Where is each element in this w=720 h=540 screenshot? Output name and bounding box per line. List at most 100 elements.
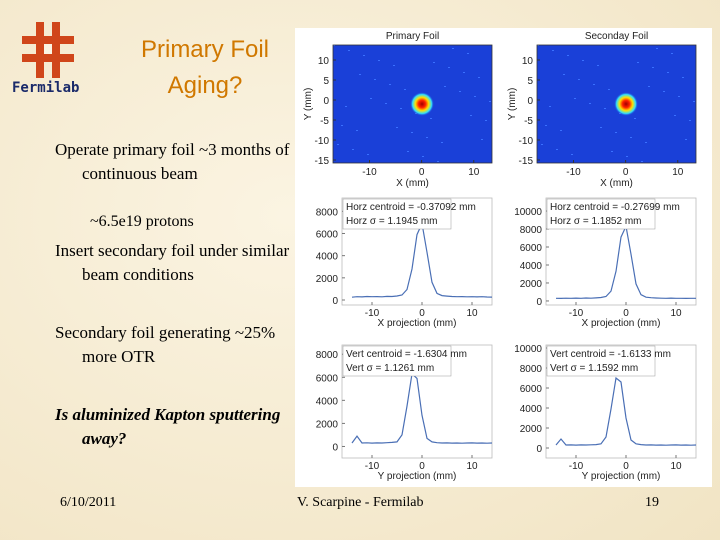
- x-axis-label: X projection (mm): [378, 318, 457, 329]
- image-noise: [437, 161, 439, 162]
- profile-line: [555, 376, 697, 446]
- image-noise: [481, 139, 483, 140]
- profile-line: [351, 372, 493, 444]
- x-tick-label: 0: [419, 167, 425, 178]
- image-noise: [485, 120, 487, 121]
- image-frame: [536, 44, 697, 164]
- x-tick-label: 0: [623, 167, 629, 178]
- image-noise: [615, 132, 617, 133]
- image-noise: [578, 79, 580, 80]
- image-noise: [693, 101, 695, 102]
- annotation: Vert σ = 1.1261 mm: [346, 363, 434, 374]
- image-noise: [404, 89, 406, 90]
- y-tick-label: 5: [527, 76, 533, 87]
- image-noise: [641, 161, 643, 162]
- plot-frame: [545, 197, 697, 306]
- image-noise: [604, 108, 606, 109]
- image-noise: [393, 65, 395, 66]
- image-noise: [652, 67, 654, 68]
- logo-mark: [22, 22, 74, 78]
- annotation-box: [546, 198, 656, 230]
- image-noise: [678, 96, 680, 97]
- image-noise: [400, 108, 402, 109]
- y-tick-label: 0: [323, 96, 329, 107]
- image-noise: [634, 118, 636, 119]
- x-tick-label: 0: [623, 308, 629, 319]
- image-noise: [407, 151, 409, 152]
- x-tick-label: 10: [466, 308, 478, 319]
- annotation: Vert centroid = -1.6304 mm: [346, 349, 467, 360]
- y-tick-label: -15: [519, 156, 534, 167]
- image-noise: [411, 132, 413, 133]
- image-noise: [422, 156, 424, 157]
- y-tick-label: 6000: [520, 384, 543, 395]
- annotation: Vert centroid = -1.6133 mm: [550, 349, 671, 360]
- sub-bullet: ~6.5e19 protons: [90, 213, 194, 230]
- x-tick-label: -10: [566, 167, 581, 178]
- y-tick-label: 6000: [520, 243, 543, 254]
- y-tick-label: 10000: [514, 344, 542, 355]
- image-noise: [345, 106, 347, 107]
- beam-spot: [410, 92, 435, 116]
- y-tick-label: 8000: [520, 364, 543, 375]
- annotation-box: [342, 198, 452, 230]
- y-axis-label: Y (mm): [303, 88, 314, 121]
- slide-title: Primary Foil Aging?: [140, 36, 269, 99]
- x-axis-label: X (mm): [396, 178, 429, 189]
- image-noise: [626, 156, 628, 157]
- y-tick-label: 8000: [316, 350, 339, 361]
- image-noise: [597, 65, 599, 66]
- page-number: 19: [645, 495, 659, 510]
- image-noise: [545, 125, 547, 126]
- image-noise: [571, 154, 573, 155]
- annotation: Horz σ = 1.1945 mm: [346, 216, 437, 227]
- image-title: Seconday Foil: [585, 31, 648, 42]
- y-tick-label: -5: [320, 116, 329, 127]
- x-tick-label: 10: [468, 167, 480, 178]
- image-noise: [671, 53, 673, 54]
- y-tick-label: -15: [315, 156, 330, 167]
- annotation-box: [342, 345, 452, 377]
- x-tick-label: -10: [569, 308, 584, 319]
- x-tick-label: 10: [672, 167, 684, 178]
- footer-author: V. Scarpine - Fermilab: [297, 495, 424, 510]
- image-noise: [674, 115, 676, 116]
- image-noise: [645, 142, 647, 143]
- bullet: Insert secondary foil under similar beam…: [55, 241, 290, 284]
- y-tick-label: 10: [318, 56, 330, 67]
- x-tick-label: -10: [362, 167, 377, 178]
- image-noise: [589, 103, 591, 104]
- image-noise: [459, 91, 461, 92]
- image-noise: [582, 60, 584, 61]
- image-noise: [637, 62, 639, 63]
- y-tick-label: 4000: [520, 404, 543, 415]
- image-noise: [682, 77, 684, 78]
- image-noise: [537, 45, 539, 46]
- image-noise: [630, 137, 632, 138]
- image-noise: [363, 55, 365, 56]
- image-noise: [441, 142, 443, 143]
- y-tick-label: 2000: [316, 274, 339, 285]
- x-tick-label: 0: [623, 461, 629, 472]
- bullet: Secondary foil generating ~25% more OTR: [55, 323, 276, 366]
- y-tick-label: 4000: [520, 261, 543, 272]
- y-tick-label: -10: [519, 136, 534, 147]
- image-noise: [563, 74, 565, 75]
- y-tick-label: 2000: [316, 419, 339, 430]
- image-noise: [474, 96, 476, 97]
- image-noise: [489, 101, 491, 102]
- x-tick-label: 10: [670, 461, 682, 472]
- image-noise: [549, 106, 551, 107]
- logo-text: Fermilab: [12, 80, 80, 96]
- image-noise: [478, 77, 480, 78]
- image-noise: [448, 67, 450, 68]
- image-noise: [444, 86, 446, 87]
- image-noise: [389, 84, 391, 85]
- y-tick-label: 10000: [514, 207, 542, 218]
- y-tick-label: 8000: [520, 225, 543, 236]
- y-tick-label: 0: [536, 297, 542, 308]
- image-noise: [333, 45, 335, 46]
- y-tick-label: 2000: [520, 279, 543, 290]
- image-noise: [667, 72, 669, 73]
